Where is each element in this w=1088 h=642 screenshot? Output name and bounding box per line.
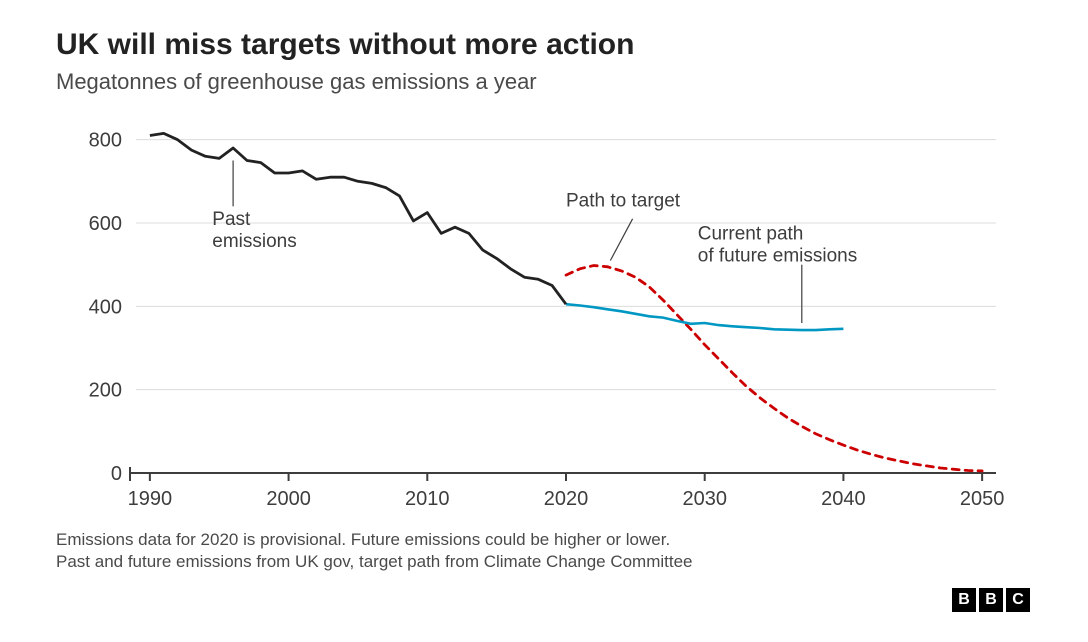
chart-area: 0 200 400 600 800 1990 2000 2010 2020 2030 2040 205…	[56, 113, 1032, 513]
bbc-logo-block: B	[979, 588, 1003, 612]
chart-card: UK will miss targets without more action…	[0, 0, 1088, 642]
x-tick-label: 2030	[682, 488, 727, 510]
y-tick-label: 600	[89, 213, 122, 235]
chart-title: UK will miss targets without more action	[56, 28, 1032, 63]
bbc-logo-block: B	[952, 588, 976, 612]
x-tick-label: 2010	[405, 488, 450, 510]
label-path-to-target: Path to target	[566, 190, 681, 211]
bbc-logo: B B C	[952, 588, 1030, 612]
y-tick-label: 800	[89, 129, 122, 151]
chart-footnote: Emissions data for 2020 is provisional. …	[56, 529, 1032, 575]
label-current-path: Current path	[698, 223, 804, 244]
y-tick-label: 200	[89, 379, 122, 401]
line-chart: 0 200 400 600 800 1990 2000 2010 2020 2030 2040 205…	[56, 113, 1016, 513]
bbc-logo-block: C	[1006, 588, 1030, 612]
series-path-to-target	[566, 265, 982, 470]
x-tick-label: 2050	[960, 488, 1005, 510]
y-tick-label: 0	[111, 463, 122, 485]
x-tick-label: 2020	[544, 488, 589, 510]
chart-subtitle: Megatonnes of greenhouse gas emissions a…	[56, 69, 1032, 95]
label-current-path-2: of future emissions	[698, 245, 857, 266]
footnote-line-2: Past and future emissions from UK gov, t…	[56, 551, 1032, 574]
footnote-line-1: Emissions data for 2020 is provisional. …	[56, 529, 1032, 552]
y-tick-label: 400	[89, 296, 122, 318]
x-tick-label: 1990	[128, 488, 173, 510]
x-tick-label: 2000	[266, 488, 311, 510]
label-past-emissions: Past	[212, 209, 251, 230]
label-past-emissions-2: emissions	[212, 231, 296, 252]
x-tick-label: 2040	[821, 488, 866, 510]
